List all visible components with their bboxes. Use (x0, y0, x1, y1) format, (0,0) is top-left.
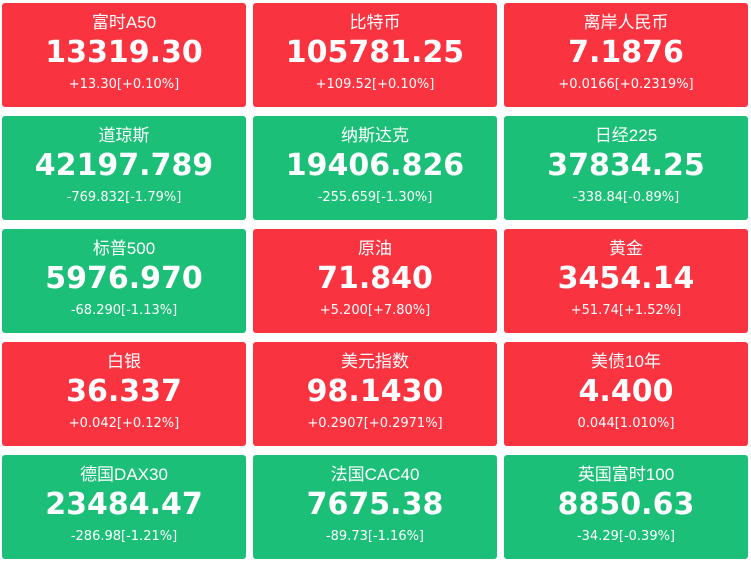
quote-tile-nasdaq[interactable]: 纳斯达克 19406.826 -255.659[-1.30%] (253, 116, 497, 220)
quote-change: -34.29[-0.39%] (576, 529, 676, 544)
quote-price: 23484.47 (45, 487, 203, 522)
quote-change: -68.290[-1.13%] (70, 303, 178, 318)
quote-price: 37834.25 (547, 148, 705, 183)
quote-price: 19406.826 (285, 148, 465, 183)
quote-price: 8850.63 (557, 487, 695, 522)
quote-change: +0.042[+0.12%] (68, 416, 180, 431)
quote-price: 5976.970 (45, 261, 203, 296)
quote-tile-us-dollar-index[interactable]: 美元指数 98.1430 +0.2907[+0.2971%] (253, 342, 497, 446)
quote-price: 4.400 (578, 374, 674, 409)
quote-change: +51.74[+1.52%] (570, 303, 682, 318)
quote-tile-us-10y-treasury[interactable]: 美债10年 4.400 0.044[1.010%] (504, 342, 748, 446)
quote-change: +109.52[+0.10%] (315, 77, 435, 92)
quote-change: +13.30[+0.10%] (68, 77, 180, 92)
quote-price: 42197.789 (34, 148, 214, 183)
quote-tile-silver[interactable]: 白银 36.337 +0.042[+0.12%] (2, 342, 246, 446)
quote-tile-dow-jones[interactable]: 道琼斯 42197.789 -769.832[-1.79%] (2, 116, 246, 220)
quote-change: +0.0166[+0.2319%] (558, 77, 694, 92)
quote-tile-ftse-100[interactable]: 英国富时100 8850.63 -34.29[-0.39%] (504, 455, 748, 559)
quote-tile-ftse-china-a50[interactable]: 富时A50 13319.30 +13.30[+0.10%] (2, 3, 246, 107)
quote-name: 原油 (358, 239, 392, 258)
quote-change: -255.659[-1.30%] (317, 190, 433, 205)
quote-price: 13319.30 (45, 35, 203, 70)
quote-change: -769.832[-1.79%] (66, 190, 182, 205)
quote-name: 比特币 (349, 13, 401, 32)
quote-price: 7675.38 (306, 487, 444, 522)
quote-price: 3454.14 (557, 261, 695, 296)
quote-price: 98.1430 (306, 374, 444, 409)
quote-tile-offshore-cny[interactable]: 离岸人民币 7.1876 +0.0166[+0.2319%] (504, 3, 748, 107)
quote-tile-crude-oil[interactable]: 原油 71.840 +5.200[+7.80%] (253, 229, 497, 333)
quote-name: 纳斯达克 (341, 126, 409, 145)
quote-tile-cac-40[interactable]: 法国CAC40 7675.38 -89.73[-1.16%] (253, 455, 497, 559)
quote-name: 日经225 (594, 126, 658, 145)
quote-price: 7.1876 (568, 35, 684, 70)
quote-price: 105781.25 (285, 35, 465, 70)
quote-name: 离岸人民币 (583, 13, 669, 32)
quote-name: 美元指数 (341, 352, 409, 371)
quote-price: 36.337 (66, 374, 182, 409)
quote-change: +0.2907[+0.2971%] (307, 416, 443, 431)
quote-name: 标普500 (92, 239, 156, 258)
quote-name: 英国富时100 (577, 465, 675, 484)
quote-name: 白银 (107, 352, 141, 371)
quote-name: 法国CAC40 (330, 465, 420, 484)
quote-name: 德国DAX30 (80, 465, 168, 484)
quote-price: 71.840 (317, 261, 433, 296)
quote-tile-nikkei-225[interactable]: 日经225 37834.25 -338.84[-0.89%] (504, 116, 748, 220)
quote-name: 道琼斯 (98, 126, 150, 145)
quote-name: 美债10年 (591, 352, 661, 371)
quote-change: -286.98[-1.21%] (70, 529, 178, 544)
quote-tile-dax-30[interactable]: 德国DAX30 23484.47 -286.98[-1.21%] (2, 455, 246, 559)
quote-change: 0.044[1.010%] (577, 416, 675, 431)
quote-change: -89.73[-1.16%] (325, 529, 425, 544)
quote-tile-bitcoin[interactable]: 比特币 105781.25 +109.52[+0.10%] (253, 3, 497, 107)
quote-name: 富时A50 (91, 13, 157, 32)
quote-tile-sp-500[interactable]: 标普500 5976.970 -68.290[-1.13%] (2, 229, 246, 333)
quote-change: +5.200[+7.80%] (319, 303, 431, 318)
quote-tile-gold[interactable]: 黄金 3454.14 +51.74[+1.52%] (504, 229, 748, 333)
quote-change: -338.84[-0.89%] (572, 190, 680, 205)
quote-name: 黄金 (609, 239, 643, 258)
